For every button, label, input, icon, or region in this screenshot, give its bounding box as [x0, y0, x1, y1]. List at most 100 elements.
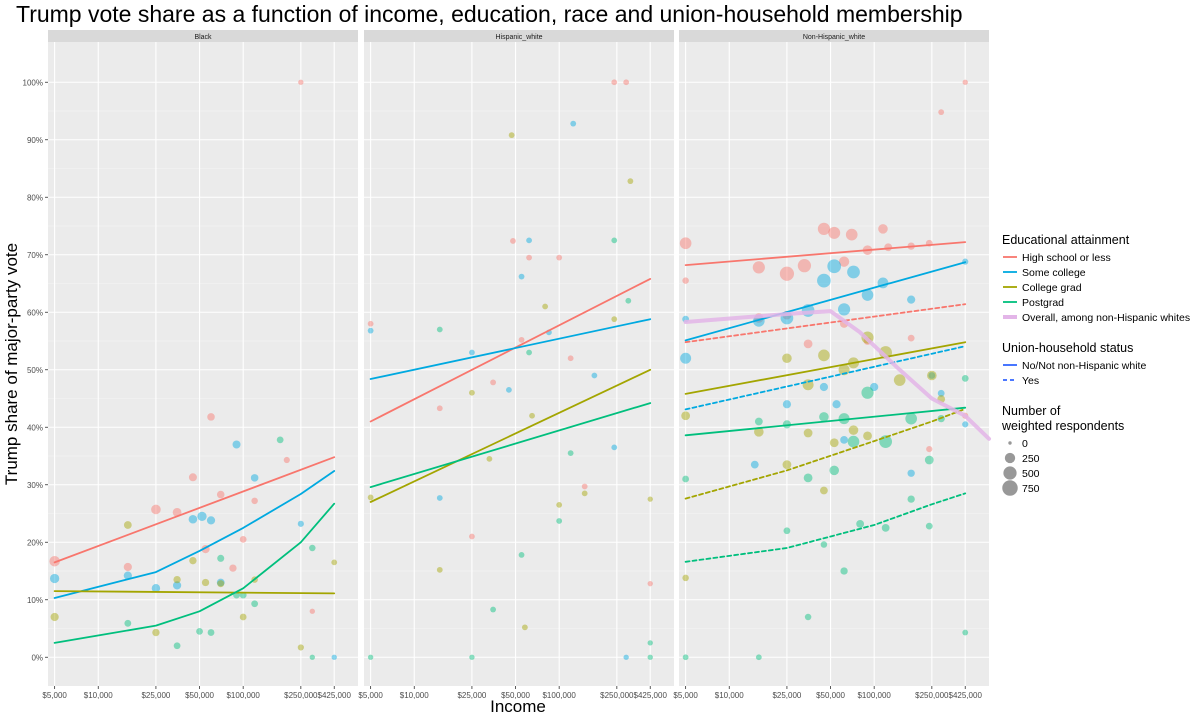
x-tick-label: $250,000: [600, 691, 634, 700]
x-tick-label: $25,000: [457, 691, 486, 700]
legend-size-label-750: 750: [1022, 483, 1040, 495]
chart-title: Trump vote share as a function of income…: [16, 1, 963, 27]
data-point-some-college: [570, 120, 577, 127]
data-point-postgrad: [518, 551, 525, 558]
data-point-high-school-or-less: [682, 277, 689, 284]
trend-line-high-school-or-less-union: [684, 303, 967, 344]
data-point-some-college: [907, 469, 915, 477]
trend-line-some-college: [369, 318, 652, 380]
data-point-high-school-or-less: [518, 336, 525, 343]
data-point-high-school-or-less: [556, 254, 563, 261]
x-tick-label: $10,000: [715, 691, 744, 700]
legend-size-label-0: 0: [1022, 438, 1028, 450]
x-tick-label: $100,000: [226, 691, 260, 700]
data-point-postgrad: [962, 629, 969, 636]
data-point-postgrad: [782, 420, 792, 429]
data-point-postgrad: [207, 629, 215, 636]
data-point-postgrad: [925, 522, 933, 530]
data-point-high-school-or-less: [309, 608, 315, 614]
trend-lines-non-hispanic-white: [683, 241, 991, 563]
data-point-high-school-or-less: [803, 339, 813, 349]
data-point-postgrad: [861, 386, 874, 399]
data-point-postgrad: [905, 412, 917, 425]
y-tick-label: 30%: [27, 481, 43, 490]
y-tick-label: 60%: [27, 308, 43, 317]
x-ticks-non-hispanic-white: $5,000 $10,000 $25,000 $50,000 $100,000 $250,…: [673, 686, 982, 700]
legend-label-postgrad: Postgrad: [1022, 297, 1064, 309]
data-point-postgrad: [961, 374, 969, 382]
data-point-high-school-or-less: [567, 355, 574, 362]
legend-label-union-no-not-non-hispanic-white: No/Not non-Hispanic white: [1022, 360, 1146, 372]
data-point-some-college: [232, 440, 241, 449]
data-point-college-grad: [848, 425, 859, 435]
x-ticks-hispanic-white: $5,000 $10,000 $25,000 $50,000 $100,000 $250,…: [358, 686, 667, 700]
data-point-postgrad: [755, 654, 762, 661]
trend-line-some-college-union: [684, 345, 967, 411]
data-point-postgrad: [567, 450, 574, 457]
data-point-high-school-or-less: [49, 555, 60, 567]
data-point-college-grad: [818, 349, 830, 362]
data-point-some-college: [827, 259, 842, 274]
data-point-college-grad: [529, 412, 535, 419]
data-point-some-college: [928, 372, 936, 379]
data-point-postgrad: [924, 455, 934, 465]
data-point-high-school-or-less: [436, 405, 443, 412]
legend-label-union-yes: Yes: [1022, 375, 1039, 387]
legend-title-union: Union-household status: [1002, 341, 1133, 355]
data-point-high-school-or-less: [797, 259, 812, 273]
data-point-postgrad: [647, 654, 653, 660]
data-point-college-grad: [782, 353, 792, 364]
data-point-high-school-or-less: [216, 490, 225, 499]
x-tick-label: $50,000: [816, 691, 845, 700]
points-hispanic-white: [367, 79, 653, 660]
data-point-high-school-or-less: [283, 456, 290, 464]
legend-size-circle-250: [1004, 452, 1016, 464]
data-point-some-college: [188, 514, 198, 524]
data-point-some-college: [962, 421, 969, 428]
data-point-postgrad: [829, 465, 840, 476]
trend-line-college-grad-union: [684, 407, 967, 500]
data-point-some-college: [151, 584, 161, 593]
data-point-some-college: [250, 474, 259, 482]
legend-label-overall-among-non-hispanic-whites: Overall, among non-Hispanic whites: [1022, 312, 1190, 324]
data-point-college-grad: [927, 370, 937, 381]
data-point-postgrad: [881, 523, 890, 532]
trend-line-postgrad: [53, 502, 336, 644]
data-point-college-grad: [331, 559, 338, 566]
data-point-high-school-or-less: [926, 446, 933, 453]
facet-panel-hispanic-white: [364, 42, 674, 686]
legend-title-education: Educational attainment: [1002, 233, 1130, 247]
data-point-college-grad: [863, 431, 872, 441]
data-point-high-school-or-less: [239, 535, 247, 543]
data-point-college-grad: [201, 578, 210, 587]
data-point-high-school-or-less: [907, 334, 915, 342]
data-point-high-school-or-less: [752, 261, 765, 274]
grid-hispanic-white: [364, 42, 674, 686]
x-tick-label: $5,000: [358, 691, 383, 700]
data-point-postgrad: [804, 613, 812, 621]
data-point-college-grad: [627, 178, 634, 185]
data-point-postgrad: [819, 412, 829, 422]
trend-line-some-college: [684, 261, 967, 342]
data-point-college-grad: [50, 612, 59, 622]
data-point-postgrad: [838, 413, 850, 425]
data-point-postgrad: [682, 654, 689, 661]
data-point-postgrad: [647, 640, 653, 646]
data-point-some-college: [819, 382, 829, 392]
legend-size-label-500: 500: [1022, 468, 1040, 480]
legend-label-college-grad: College grad: [1022, 282, 1082, 294]
x-tick-label: $10,000: [84, 691, 113, 700]
data-point-postgrad: [611, 237, 618, 244]
data-point-some-college: [591, 372, 598, 379]
data-point-postgrad: [251, 600, 259, 608]
data-point-postgrad: [526, 349, 532, 356]
data-point-some-college: [937, 389, 945, 397]
data-point-college-grad: [829, 438, 839, 448]
data-point-high-school-or-less: [251, 497, 258, 505]
data-point-high-school-or-less: [207, 413, 215, 421]
data-point-postgrad: [196, 627, 203, 635]
x-tick-label: $425,000: [634, 691, 668, 700]
data-point-some-college: [506, 386, 512, 393]
facet-strip-hispanic-white: [364, 30, 674, 42]
